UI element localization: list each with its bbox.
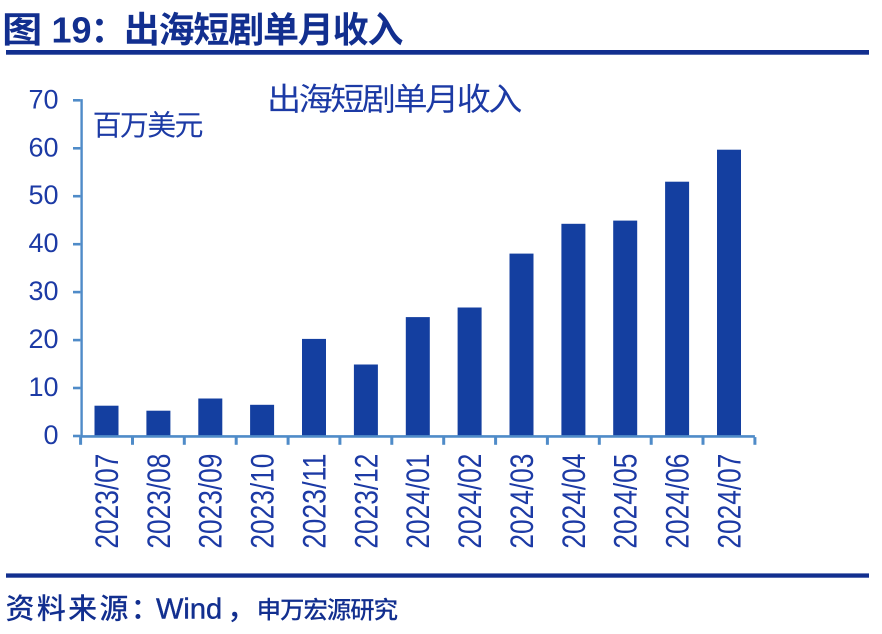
- svg-text:Wind: Wind: [156, 594, 222, 626]
- svg-text:2024/03: 2024/03: [504, 454, 540, 549]
- svg-text:2024/01: 2024/01: [400, 454, 436, 549]
- svg-text:30: 30: [28, 276, 58, 306]
- svg-text:60: 60: [28, 132, 58, 162]
- svg-text:2024/06: 2024/06: [660, 454, 696, 549]
- svg-text:2023/08: 2023/08: [141, 454, 177, 549]
- svg-text:10: 10: [28, 372, 58, 402]
- svg-text:2023/07: 2023/07: [89, 454, 125, 549]
- svg-text:2024/04: 2024/04: [556, 454, 592, 549]
- svg-text:2024/02: 2024/02: [452, 454, 488, 549]
- svg-text:70: 70: [28, 84, 58, 114]
- svg-text:0: 0: [43, 420, 58, 450]
- svg-text:40: 40: [28, 228, 58, 258]
- svg-text:20: 20: [28, 324, 58, 354]
- svg-text:2024/05: 2024/05: [608, 454, 644, 549]
- svg-text:19: 19: [52, 9, 92, 50]
- svg-text:2024/07: 2024/07: [711, 454, 747, 549]
- svg-text:2023/11: 2023/11: [296, 454, 332, 549]
- svg-text:2023/09: 2023/09: [193, 454, 229, 549]
- svg-text:2023/12: 2023/12: [348, 454, 384, 549]
- svg-text:50: 50: [28, 180, 58, 210]
- svg-text:2023/10: 2023/10: [245, 454, 281, 549]
